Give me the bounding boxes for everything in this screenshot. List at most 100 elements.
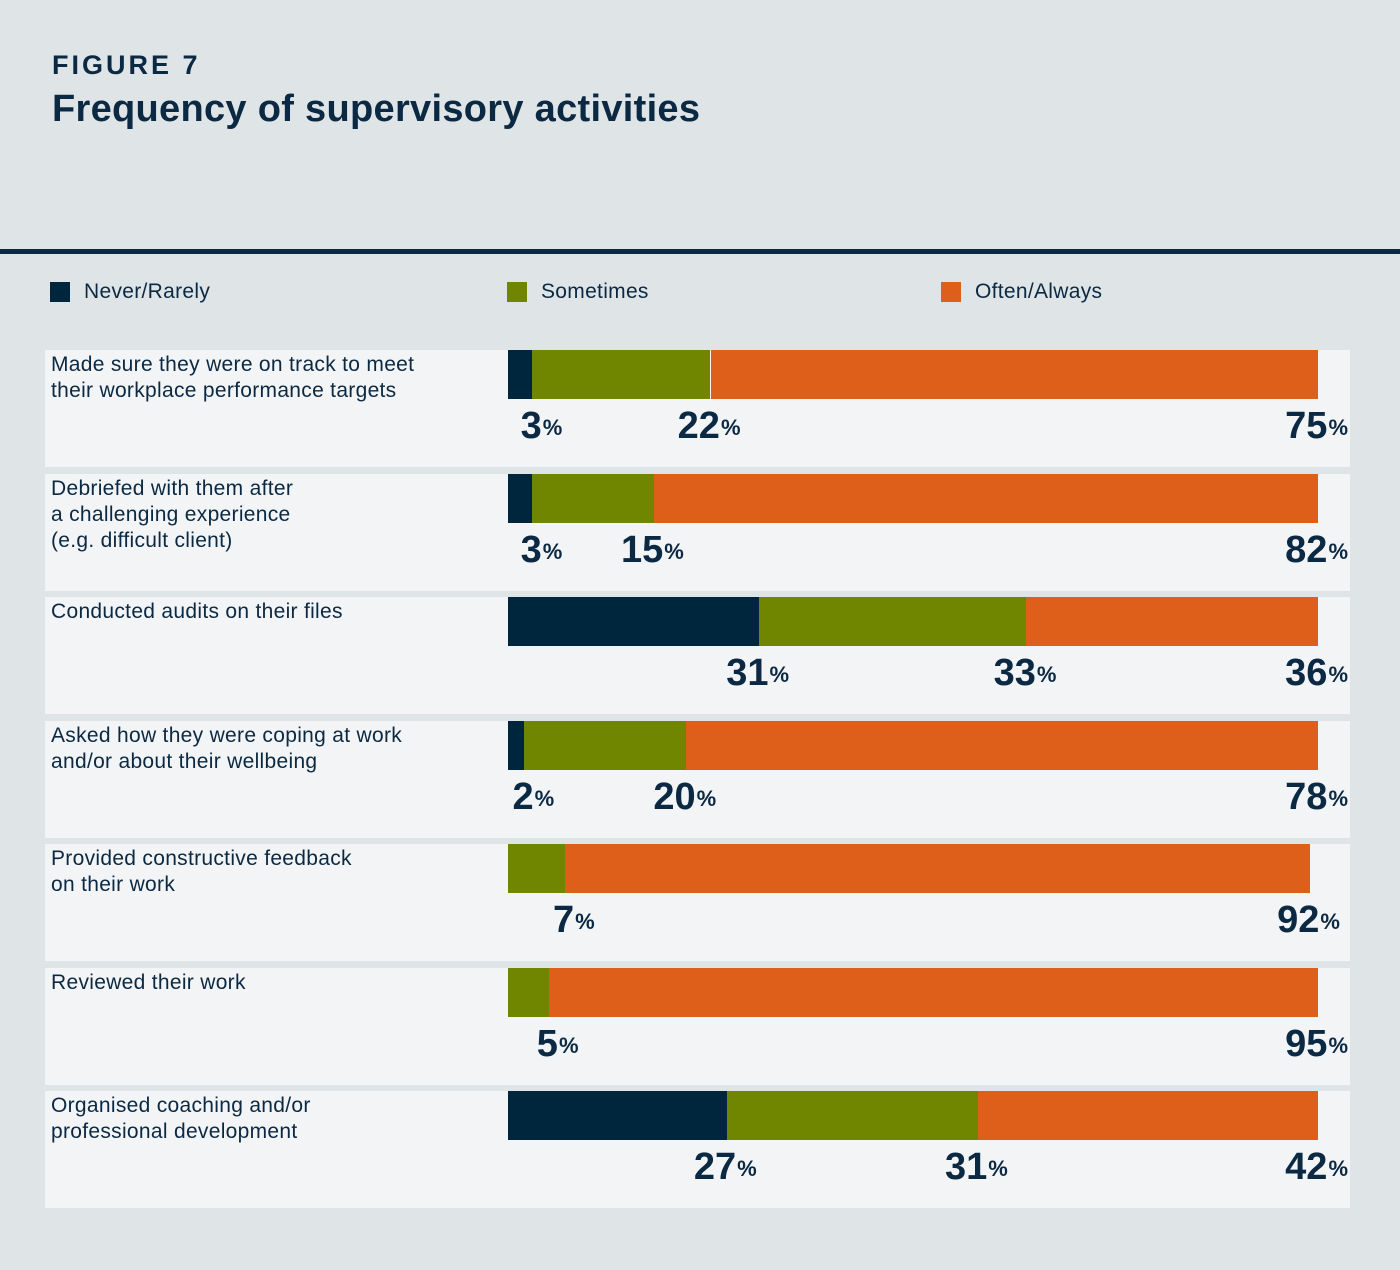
value-label-never: 3% <box>521 528 563 572</box>
percent-sign: % <box>558 1033 579 1058</box>
legend-swatch-sometimes <box>507 282 527 302</box>
value-label-often: 95% <box>1285 1022 1348 1066</box>
percent-sign: % <box>1328 786 1348 811</box>
percent-sign: % <box>534 786 555 811</box>
value-label-often: 82% <box>1285 528 1348 572</box>
value-label-often: 36% <box>1285 651 1348 695</box>
value-label-often: 92% <box>1277 898 1340 942</box>
percent-sign: % <box>542 539 563 564</box>
value-label-sometimes: 5% <box>537 1022 579 1066</box>
bar-segment-often <box>686 721 1318 770</box>
value-number: 78 <box>1285 776 1328 818</box>
value-label-often: 75% <box>1285 404 1348 448</box>
value-label-often: 42% <box>1285 1145 1348 1189</box>
legend-label-often: Often/Always <box>975 280 1103 303</box>
bar-segment-sometimes <box>532 350 711 399</box>
value-label-often: 78% <box>1285 775 1348 819</box>
value-label-sometimes: 31% <box>945 1145 1008 1189</box>
legend-swatch-often <box>941 282 961 302</box>
legend-swatch-never <box>50 282 70 302</box>
chart-row: Made sure they were on track to meet the… <box>45 350 1350 467</box>
figure-title: Frequency of supervisory activities <box>52 88 701 130</box>
percent-sign: % <box>1328 1033 1348 1058</box>
bar-segment-often <box>548 968 1318 1017</box>
value-number: 95 <box>1285 1023 1328 1065</box>
category-label: Organised coaching and/or professional d… <box>51 1094 311 1143</box>
bar-segment-often <box>564 844 1310 893</box>
bar-segment-often <box>1026 597 1318 646</box>
category-label: Reviewed their work <box>51 971 246 994</box>
value-number: 15 <box>620 529 664 571</box>
value-number: 3 <box>520 529 542 571</box>
percent-sign: % <box>664 539 684 564</box>
legend-label-never: Never/Rarely <box>84 280 211 303</box>
legend-item-sometimes: Sometimes <box>507 280 649 304</box>
value-number: 36 <box>1285 652 1328 694</box>
legend-item-often: Often/Always <box>941 280 1102 304</box>
value-number: 3 <box>520 405 542 447</box>
value-number: 33 <box>993 652 1036 694</box>
value-number: 92 <box>1277 899 1320 941</box>
percent-sign: % <box>988 1156 1008 1181</box>
bar-segment-often <box>977 1091 1318 1140</box>
percent-sign: % <box>720 415 741 440</box>
percent-sign: % <box>575 909 595 934</box>
value-number: 7 <box>553 899 575 941</box>
value-number: 82 <box>1285 529 1328 571</box>
value-number: 20 <box>653 776 696 818</box>
value-label-sometimes: 22% <box>678 404 741 448</box>
figure-label: FIGURE 7 <box>52 50 201 80</box>
chart-row: Asked how they were coping at work and/o… <box>45 721 1350 838</box>
value-label-sometimes: 15% <box>621 528 684 572</box>
value-label-never: 3% <box>521 404 563 448</box>
bar-segment-never <box>508 350 533 399</box>
bar-segment-often <box>653 474 1318 523</box>
bar-segment-sometimes <box>532 474 654 523</box>
percent-sign: % <box>1036 662 1057 687</box>
value-number: 27 <box>693 1146 737 1188</box>
chart-row: Provided constructive feedback on their … <box>45 844 1350 961</box>
value-number: 42 <box>1285 1146 1328 1188</box>
legend-label-sometimes: Sometimes <box>541 280 649 303</box>
category-label: Asked how they were coping at work and/o… <box>51 724 403 773</box>
legend-item-never: Never/Rarely <box>50 280 210 304</box>
chart-row: Conducted audits on their files 31% 33% 36% <box>45 597 1350 714</box>
value-label-sometimes: 33% <box>994 651 1057 695</box>
percent-sign: % <box>1328 662 1348 687</box>
value-number: 31 <box>944 1146 988 1188</box>
value-number: 5 <box>536 1023 558 1065</box>
bar-segment-often <box>710 350 1318 399</box>
percent-sign: % <box>1328 1156 1348 1181</box>
bar-segment-never <box>508 597 760 646</box>
percent-sign: % <box>542 415 563 440</box>
value-label-never: 2% <box>513 775 555 819</box>
bar-segment-sometimes <box>508 968 549 1017</box>
percent-sign: % <box>769 662 790 687</box>
chart-row: Organised coaching and/or professional d… <box>45 1091 1350 1208</box>
percent-sign: % <box>737 1156 757 1181</box>
header-divider <box>0 249 1400 254</box>
value-number: 2 <box>512 776 534 818</box>
value-number: 31 <box>726 652 769 694</box>
bar-segment-sometimes <box>759 597 1027 646</box>
percent-sign: % <box>696 786 717 811</box>
category-label: Made sure they were on track to meet the… <box>51 353 415 402</box>
chart-row: Debriefed with them after a challenging … <box>45 474 1350 591</box>
value-label-never: 27% <box>694 1145 757 1189</box>
bar-segment-never <box>508 1091 727 1140</box>
bar-segment-never <box>508 721 525 770</box>
category-label: Conducted audits on their files <box>51 600 343 623</box>
value-number: 22 <box>677 405 720 447</box>
chart-row: Reviewed their work 5% 95% <box>45 968 1350 1085</box>
percent-sign: % <box>1320 909 1340 934</box>
bar-segment-never <box>508 474 533 523</box>
bar-segment-sometimes <box>508 844 565 893</box>
value-label-sometimes: 7% <box>553 898 595 942</box>
bar-segment-sometimes <box>524 721 687 770</box>
category-label: Debriefed with them after a challenging … <box>51 477 294 552</box>
percent-sign: % <box>1328 415 1348 440</box>
bar-segment-sometimes <box>726 1091 978 1140</box>
category-label: Provided constructive feedback on their … <box>51 847 352 896</box>
value-number: 75 <box>1285 405 1328 447</box>
percent-sign: % <box>1328 539 1348 564</box>
